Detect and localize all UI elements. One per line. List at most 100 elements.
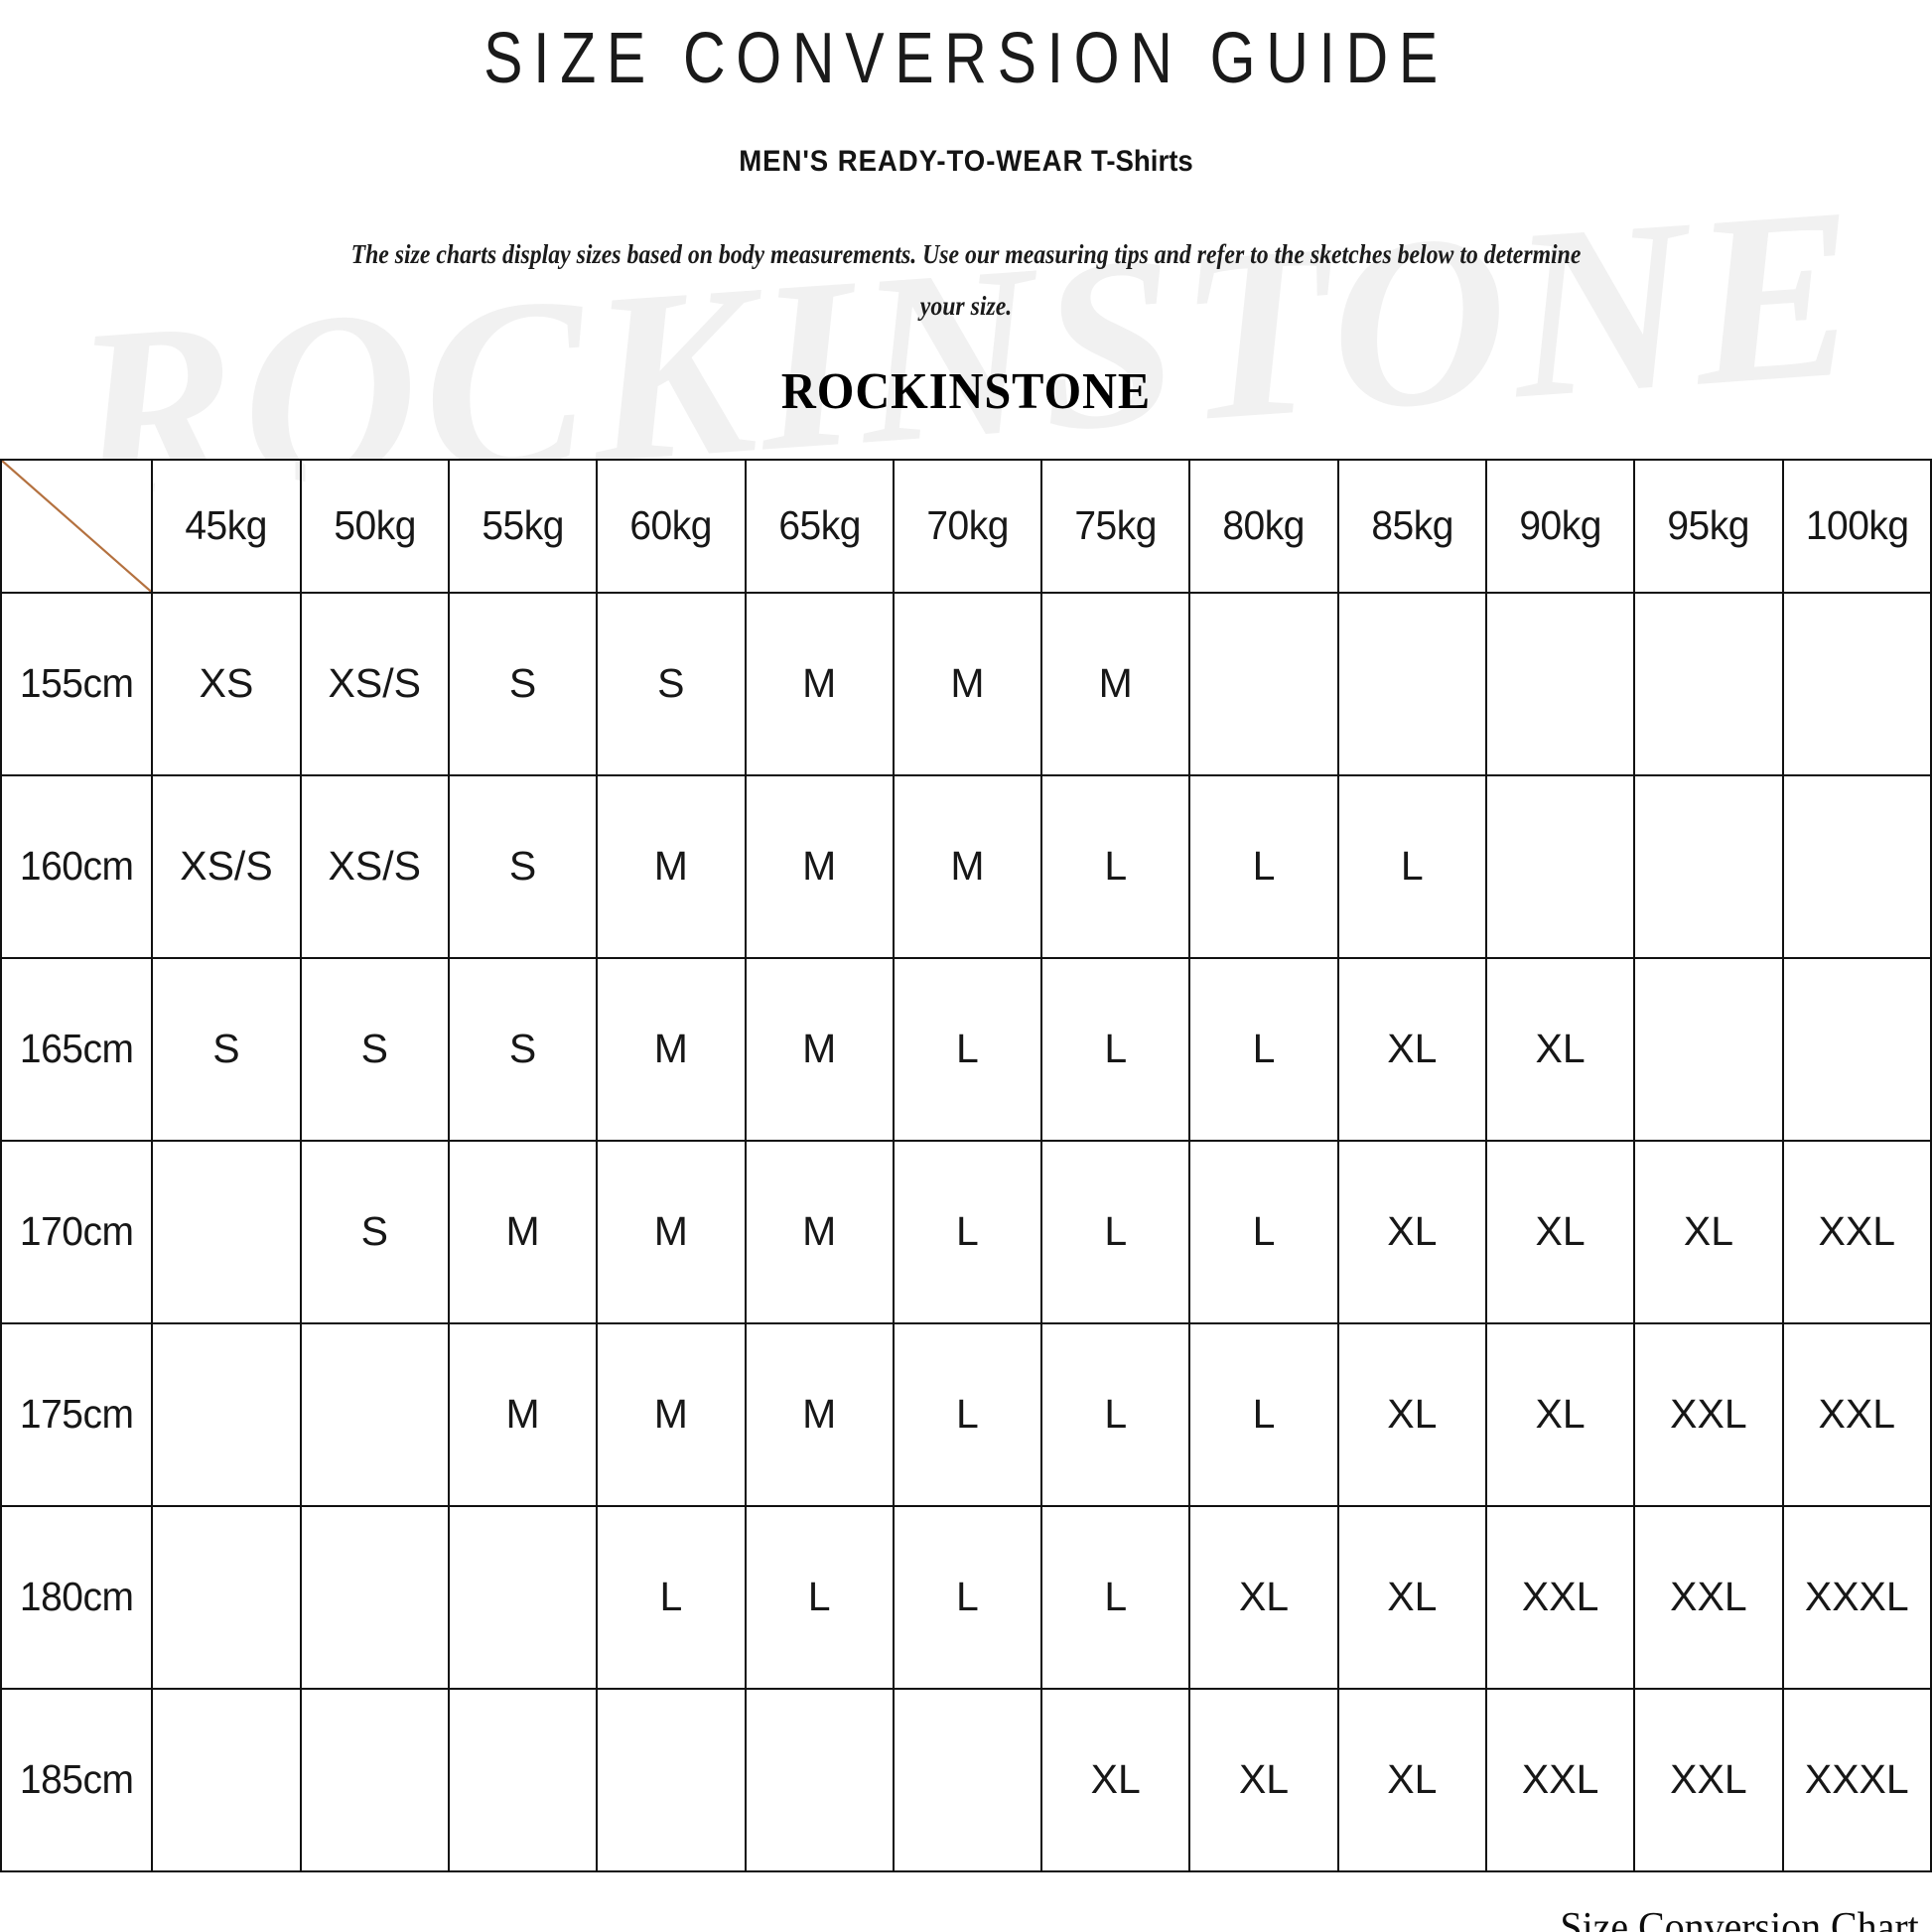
weight-column-header: 60kg: [599, 458, 743, 594]
header-block: SIZE CONVERSION GUIDE MEN'S READY-TO-WEA…: [0, 0, 1932, 421]
page-title: SIZE CONVERSION GUIDE: [483, 19, 1449, 98]
table-row: 160cm XS/S XS/S S M M M L L L: [1, 773, 1932, 959]
size-cell: L: [1336, 773, 1487, 959]
size-cell: L: [1188, 773, 1339, 959]
size-cell: S: [596, 591, 747, 776]
size-cell: S: [447, 591, 599, 776]
size-cell-empty: [151, 1321, 302, 1507]
size-cell: M: [596, 1321, 747, 1507]
size-cell: XXL: [1484, 1504, 1636, 1690]
size-cell: S: [151, 956, 302, 1142]
size-cell: XL: [1484, 956, 1636, 1142]
size-cell: XXL: [1484, 1687, 1636, 1872]
size-cell: XXL: [1633, 1321, 1784, 1507]
weight-column-header: 70kg: [896, 458, 1039, 594]
size-cell: XXL: [1633, 1687, 1784, 1872]
size-cell-empty: [744, 1687, 895, 1872]
footer-caption: Size Conversion Chart: [1560, 1904, 1919, 1932]
weight-column-header: 75kg: [1043, 458, 1187, 594]
height-row-header: 185cm: [3, 1687, 150, 1872]
table-body: 155cm XS XS/S S S M M M 160cm XS/S XS/S S M M M L L L 165c…: [1, 591, 1932, 1872]
size-cell: L: [744, 1504, 895, 1690]
category-subtitle: MEN'S READY-TO-WEAR T-Shirts: [77, 145, 1855, 179]
size-cell-empty: [1633, 591, 1784, 776]
size-cell-empty: [892, 1687, 1043, 1872]
weight-column-header: 55kg: [451, 458, 595, 594]
category-subtitle-secondary: T-Shirts: [1090, 144, 1193, 178]
size-cell-empty: [151, 1687, 302, 1872]
size-cell: M: [892, 591, 1043, 776]
size-cell: L: [1040, 773, 1191, 959]
size-cell: M: [596, 1139, 747, 1324]
size-cell: XS: [151, 591, 302, 776]
size-cell-empty: [1633, 956, 1784, 1142]
size-cell-empty: [596, 1687, 747, 1872]
corner-cell-diagonal: [0, 458, 154, 594]
size-cell: XL: [1336, 1504, 1487, 1690]
size-cell-empty: [1484, 773, 1636, 959]
size-cell-empty: [1781, 773, 1932, 959]
weight-column-header: 95kg: [1637, 458, 1780, 594]
size-cell-empty: [1336, 591, 1487, 776]
table-row: 180cm L L L L XL XL XXL XXL XXXL: [1, 1504, 1932, 1690]
weight-column-header: 45kg: [155, 458, 298, 594]
size-cell-empty: [299, 1321, 450, 1507]
size-cell: M: [744, 591, 895, 776]
size-cell: M: [744, 956, 895, 1142]
height-row-header: 155cm: [3, 591, 150, 776]
size-conversion-table: 45kg 50kg 55kg 60kg 65kg 70kg 75kg 80kg 85kg 90kg…: [0, 458, 1932, 1872]
table-row: 185cm XL XL XL XXL XXL XXXL: [1, 1687, 1932, 1872]
size-cell: L: [1040, 956, 1191, 1142]
size-cell: L: [1188, 956, 1339, 1142]
weight-column-header: 90kg: [1488, 458, 1632, 594]
category-subtitle-primary: MEN'S READY-TO-WEAR: [739, 144, 1084, 178]
size-cell: M: [447, 1139, 599, 1324]
size-cell: M: [892, 773, 1043, 959]
size-cell: XL: [1336, 1687, 1487, 1872]
size-cell: XS/S: [299, 591, 450, 776]
size-cell: XL: [1188, 1687, 1339, 1872]
size-cell-empty: [151, 1504, 302, 1690]
size-cell-empty: [1484, 591, 1636, 776]
size-cell: L: [1040, 1321, 1191, 1507]
size-cell: L: [892, 1504, 1043, 1690]
size-cell: L: [892, 1139, 1043, 1324]
size-cell: XL: [1188, 1504, 1339, 1690]
size-cell: S: [447, 773, 599, 959]
height-row-header: 170cm: [3, 1139, 150, 1324]
size-cell: XL: [1336, 1139, 1487, 1324]
size-cell: XS/S: [299, 773, 450, 959]
size-cell: L: [1188, 1139, 1339, 1324]
height-row-header: 175cm: [3, 1321, 150, 1507]
size-cell: M: [744, 1321, 895, 1507]
size-cell: XXXL: [1781, 1504, 1932, 1690]
weight-column-header: 100kg: [1785, 458, 1929, 594]
size-cell-empty: [447, 1504, 599, 1690]
size-cell: L: [596, 1504, 747, 1690]
size-cell-empty: [447, 1687, 599, 1872]
size-cell: S: [299, 1139, 450, 1324]
size-table-wrapper: 45kg 50kg 55kg 60kg 65kg 70kg 75kg 80kg 85kg 90kg…: [0, 458, 1932, 1872]
height-row-header: 180cm: [3, 1504, 150, 1690]
size-cell: M: [1040, 591, 1191, 776]
table-row: 175cm M M M L L L XL XL XXL XXL: [1, 1321, 1932, 1507]
size-cell: XL: [1484, 1321, 1636, 1507]
weight-column-header: 50kg: [303, 458, 447, 594]
weight-column-header: 85kg: [1340, 458, 1484, 594]
size-cell: XL: [1484, 1139, 1636, 1324]
description-text: The size charts display sizes based on b…: [350, 238, 1582, 322]
size-cell: L: [892, 956, 1043, 1142]
size-cell: M: [596, 773, 747, 959]
size-cell-empty: [1633, 773, 1784, 959]
weight-column-header: 65kg: [748, 458, 892, 594]
size-cell-empty: [151, 1139, 302, 1324]
size-cell: M: [596, 956, 747, 1142]
size-cell: S: [299, 956, 450, 1142]
size-cell: L: [1188, 1321, 1339, 1507]
diagonal-divider-icon: [2, 460, 152, 592]
height-row-header: 160cm: [3, 773, 150, 959]
size-cell: XXL: [1781, 1321, 1932, 1507]
size-cell: S: [447, 956, 599, 1142]
size-cell-empty: [1781, 591, 1932, 776]
brand-name: ROCKINSTONE: [780, 362, 1152, 420]
